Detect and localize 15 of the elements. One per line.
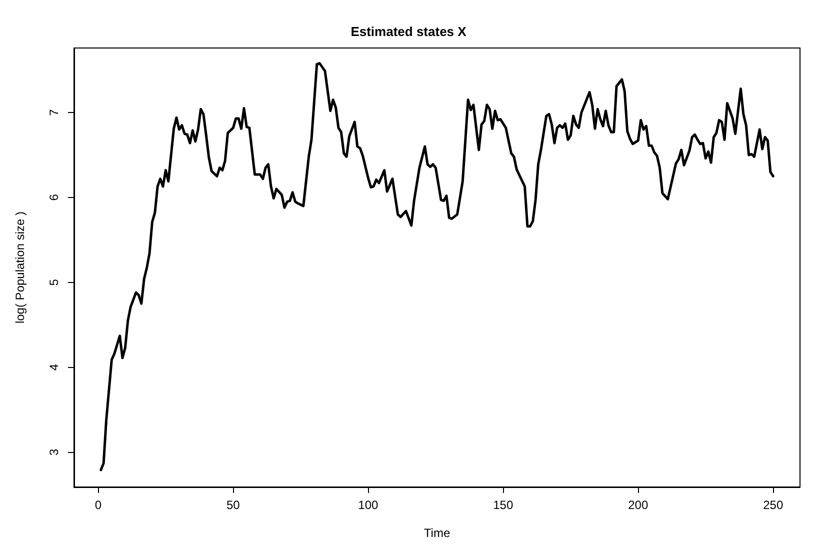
- y-tick-label: 7: [47, 108, 61, 116]
- y-tick-label: 4: [47, 364, 61, 371]
- x-tick-label: 0: [94, 498, 102, 512]
- y-tick-label: 3: [47, 448, 61, 456]
- x-tick-label: 100: [358, 498, 378, 512]
- x-tick-label: 200: [628, 498, 648, 512]
- x-tick-label: 250: [763, 498, 784, 512]
- chart-title: Estimated states X: [350, 24, 467, 39]
- y-tick-label: 6: [47, 194, 61, 201]
- line-series: [100, 62, 774, 472]
- y-tick-label: 5: [47, 278, 61, 286]
- y-axis-title: log( Population size ): [13, 211, 27, 324]
- x-axis-title: Time: [424, 526, 450, 540]
- x-tick-label: 50: [226, 498, 240, 512]
- x-tick-label: 150: [493, 498, 514, 512]
